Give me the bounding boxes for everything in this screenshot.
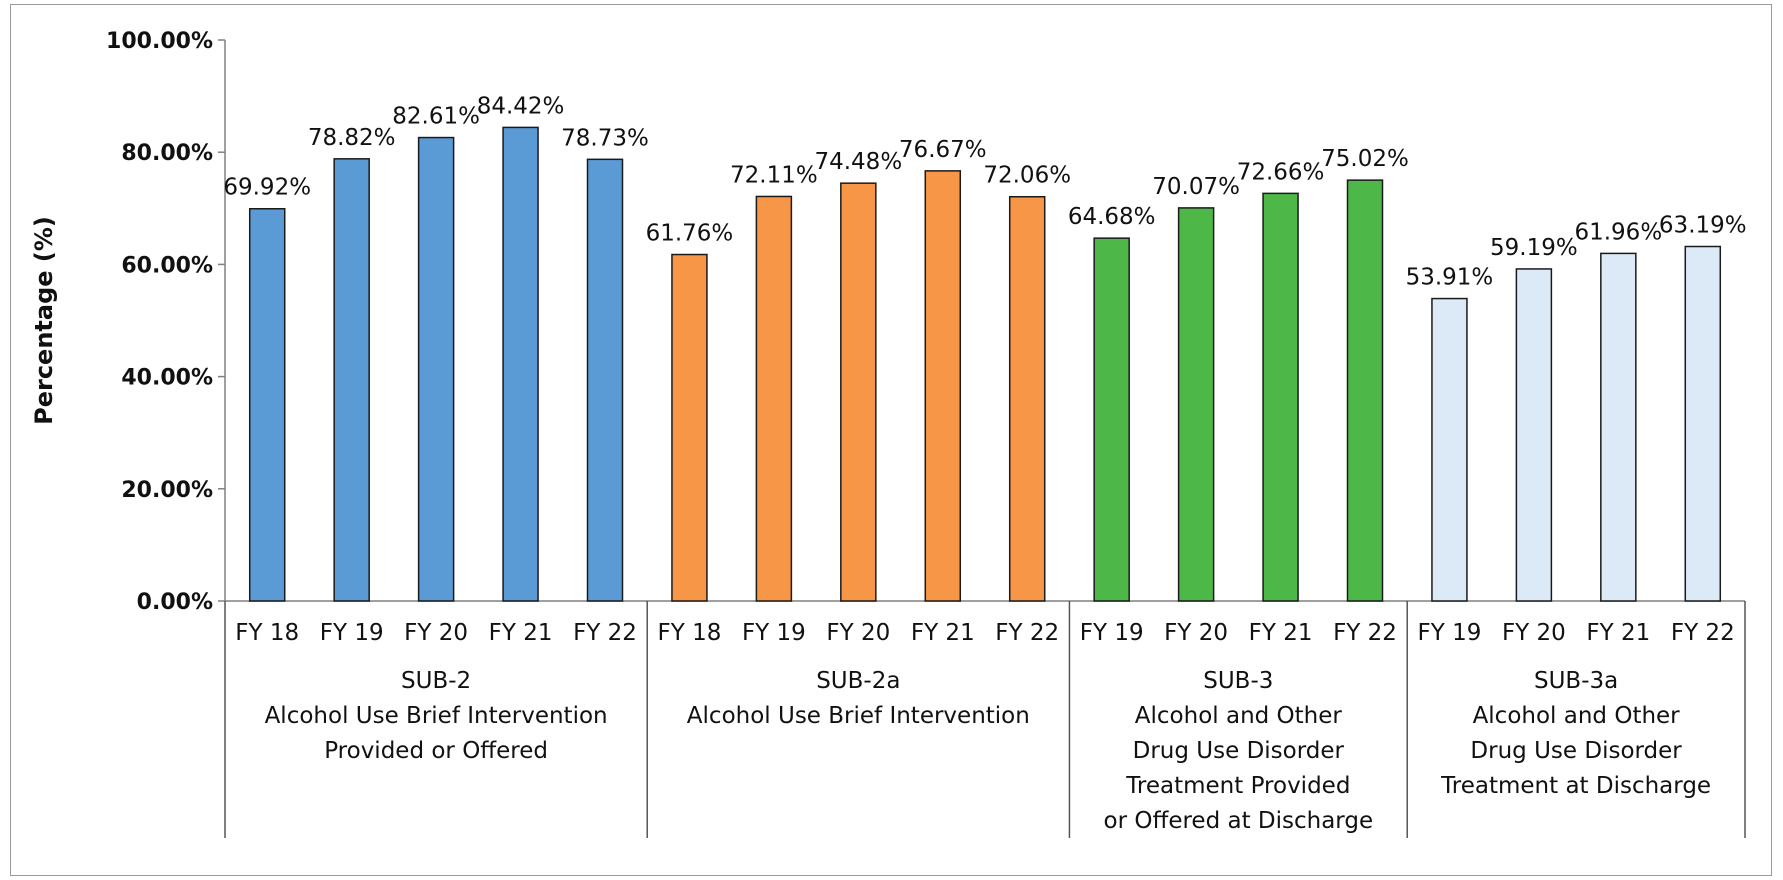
y-tick-label: 100.00% xyxy=(106,29,213,54)
group-label: SUB-2a xyxy=(816,668,900,694)
group-label: Drug Use Disorder xyxy=(1470,738,1682,764)
category-label: FY 19 xyxy=(742,620,806,646)
bar xyxy=(1600,252,1637,602)
group-label: Treatment Provided xyxy=(1125,773,1350,799)
category-label: FY 20 xyxy=(404,620,468,646)
category-label: FY 21 xyxy=(1586,620,1650,646)
data-label: 76.67% xyxy=(899,137,987,163)
data-label: 74.48% xyxy=(814,149,902,175)
bar xyxy=(1346,179,1384,602)
group-label: Alcohol Use Brief Intervention xyxy=(265,703,608,729)
bar xyxy=(671,253,708,602)
category-label: FY 19 xyxy=(1418,620,1482,646)
category-label: FY 19 xyxy=(1080,620,1144,646)
data-label: 84.42% xyxy=(477,93,565,119)
group-label: Alcohol and Other xyxy=(1135,703,1343,729)
category-label: FY 20 xyxy=(826,620,890,646)
bar xyxy=(502,126,539,602)
data-label: 75.02% xyxy=(1321,146,1409,172)
group-label: SUB-2 xyxy=(401,668,471,694)
bar xyxy=(755,195,793,602)
bar xyxy=(417,136,455,602)
data-label: 72.06% xyxy=(983,163,1071,189)
bar xyxy=(1515,268,1553,602)
data-label: 72.66% xyxy=(1237,159,1325,185)
category-label: FY 22 xyxy=(573,620,637,646)
bar xyxy=(840,182,877,602)
group-label: SUB-3 xyxy=(1203,668,1273,694)
group-label: Alcohol and Other xyxy=(1473,703,1681,729)
data-label: 70.07% xyxy=(1152,174,1240,200)
data-label: 78.73% xyxy=(561,125,649,151)
data-label: 59.19% xyxy=(1490,235,1578,261)
chart-frame xyxy=(10,4,1772,876)
y-tick-label: 60.00% xyxy=(121,253,213,278)
bar xyxy=(1008,195,1046,602)
bar xyxy=(924,170,962,602)
bar xyxy=(333,158,370,602)
group-label: SUB-3a xyxy=(1534,668,1618,694)
y-tick-label: 80.00% xyxy=(121,141,213,166)
bar xyxy=(1684,245,1722,602)
bar xyxy=(248,207,286,602)
category-label: FY 21 xyxy=(1249,620,1313,646)
data-label: 82.61% xyxy=(392,104,480,130)
category-label: FY 19 xyxy=(320,620,384,646)
bar xyxy=(1431,297,1468,602)
group-label: Alcohol Use Brief Intervention xyxy=(687,703,1030,729)
category-label: FY 20 xyxy=(1502,620,1566,646)
y-tick-label: 40.00% xyxy=(121,366,213,391)
data-label: 61.76% xyxy=(646,221,734,247)
group-label: or Offered at Discharge xyxy=(1104,808,1374,834)
bar xyxy=(1177,207,1215,602)
data-label: 69.92% xyxy=(223,175,311,201)
data-label: 61.96% xyxy=(1574,219,1662,245)
group-label: Provided or Offered xyxy=(324,738,548,764)
group-label: Treatment at Discharge xyxy=(1440,773,1711,799)
category-label: FY 21 xyxy=(911,620,975,646)
data-label: 63.19% xyxy=(1659,213,1747,239)
bar xyxy=(1262,192,1299,602)
category-label: FY 22 xyxy=(1671,620,1735,646)
data-label: 53.91% xyxy=(1406,265,1494,291)
category-label: FY 18 xyxy=(235,620,299,646)
bar xyxy=(1093,237,1130,602)
y-tick-label: 0.00% xyxy=(137,590,213,615)
y-tick-label: 20.00% xyxy=(121,478,213,503)
y-axis-title: Percentage (%) xyxy=(30,216,58,425)
data-label: 78.82% xyxy=(308,125,396,151)
group-label: Drug Use Disorder xyxy=(1133,738,1345,764)
category-label: FY 22 xyxy=(1333,620,1397,646)
category-label: FY 18 xyxy=(658,620,722,646)
category-label: FY 22 xyxy=(995,620,1059,646)
bar xyxy=(586,158,624,602)
category-label: FY 20 xyxy=(1164,620,1228,646)
data-label: 64.68% xyxy=(1068,204,1156,230)
category-label: FY 21 xyxy=(489,620,553,646)
data-label: 72.11% xyxy=(730,162,818,188)
